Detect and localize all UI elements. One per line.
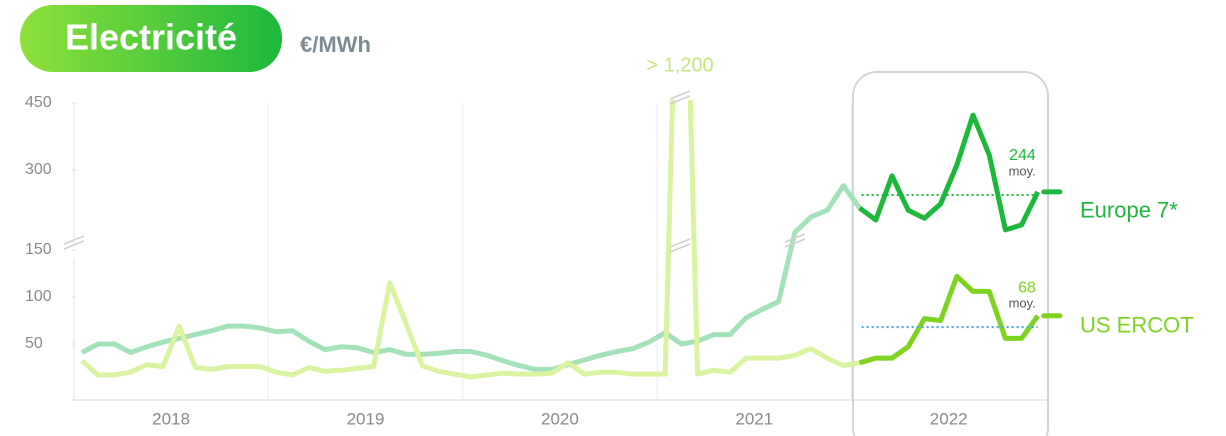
highlight-frame <box>852 71 1049 436</box>
axis-break <box>784 233 806 243</box>
x-tick-label: 2018 <box>152 409 190 428</box>
axis-break <box>784 238 806 248</box>
unit-label: €/MWh <box>300 32 371 57</box>
average-label: moy. <box>1009 296 1036 311</box>
title-badge <box>20 5 282 72</box>
spike-annotation: > 1,200 <box>646 54 713 76</box>
axis-break <box>63 235 85 245</box>
axis-break <box>669 243 691 253</box>
x-tick-label: 2020 <box>541 409 579 428</box>
chart-title: Electricité <box>65 17 237 58</box>
y-tick-label: 50 <box>25 335 43 352</box>
series-line-highlight <box>858 273 1040 366</box>
y-tick-label: 450 <box>25 94 52 111</box>
average-label: moy. <box>1009 163 1036 178</box>
axis-break <box>669 95 691 105</box>
y-tick-label: 150 <box>25 241 52 258</box>
average-value: 244 <box>1009 147 1036 164</box>
legend-label: US ERCOT <box>1080 313 1194 338</box>
series-line <box>80 100 861 380</box>
axis-break <box>63 240 85 250</box>
y-tick-label: 300 <box>25 161 52 178</box>
axis-break <box>669 90 691 100</box>
series-line-highlight <box>858 112 1041 233</box>
average-value: 68 <box>1018 279 1036 296</box>
axis-break <box>669 238 691 248</box>
series-line <box>80 183 862 372</box>
y-tick-label: 100 <box>25 288 52 305</box>
legend-label: Europe 7* <box>1080 198 1178 223</box>
x-tick-label: 2022 <box>930 409 968 428</box>
x-tick-label: 2021 <box>735 409 773 428</box>
plot-area <box>80 100 1041 380</box>
x-tick-label: 2019 <box>347 409 385 428</box>
